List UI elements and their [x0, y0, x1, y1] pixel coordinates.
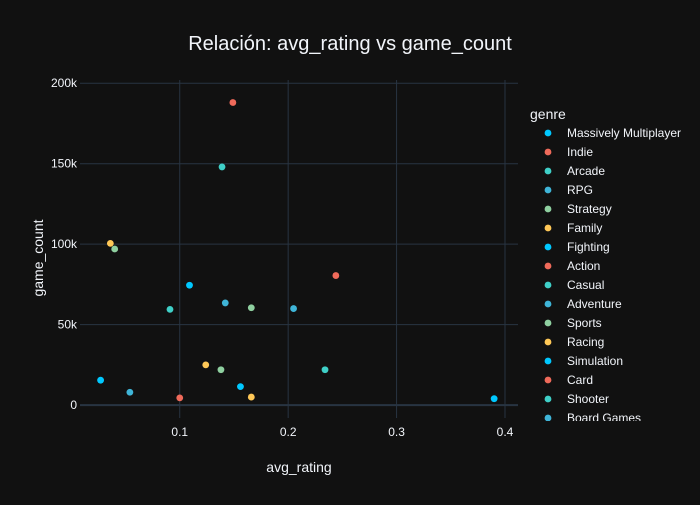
data-point[interactable] [217, 366, 225, 374]
y-axis-ticks: 0 50k 100k 150k 200k [51, 76, 78, 412]
legend-item-label[interactable]: Massively Multiplayer [567, 126, 681, 140]
grid-layer [80, 80, 518, 418]
legend-item-label[interactable]: RPG [567, 183, 593, 197]
data-point[interactable] [221, 299, 229, 307]
data-point[interactable] [202, 361, 210, 369]
legend-item-label[interactable]: Adventure [567, 297, 622, 311]
data-point[interactable] [97, 376, 104, 384]
x-tick-label: 0.3 [388, 425, 405, 439]
x-axis-ticks: 0.1 0.2 0.3 0.4 [171, 425, 513, 439]
x-axis-title: avg_rating [266, 459, 331, 475]
legend-item-label[interactable]: Shooter [567, 392, 609, 406]
x-tick-label: 0.2 [280, 425, 297, 439]
legend-marker[interactable] [544, 395, 552, 403]
y-tick-label: 100k [51, 237, 78, 251]
data-point[interactable] [166, 305, 174, 313]
data-point[interactable] [321, 366, 329, 374]
y-tick-label: 150k [51, 157, 78, 171]
data-point[interactable] [247, 304, 255, 312]
legend-item-label[interactable]: Arcade [567, 164, 605, 178]
legend-marker[interactable] [544, 338, 552, 346]
data-point[interactable] [126, 388, 134, 396]
legend-marker[interactable] [544, 205, 552, 213]
legend-marker[interactable] [544, 186, 552, 194]
legend-marker[interactable] [544, 224, 552, 232]
data-point[interactable] [176, 394, 184, 402]
legend-marker[interactable] [544, 376, 552, 384]
legend-item-label[interactable]: Board Games [567, 411, 641, 425]
y-tick-label: 50k [58, 318, 78, 332]
y-axis-title: game_count [30, 219, 46, 296]
legend-title: genre [530, 106, 566, 122]
data-point[interactable] [218, 163, 226, 171]
data-point[interactable] [111, 245, 119, 253]
y-tick-label: 0 [70, 398, 77, 412]
data-point[interactable] [490, 395, 498, 403]
legend-item-label[interactable]: Indie [567, 145, 593, 159]
legend-marker[interactable] [544, 167, 552, 175]
legend-marker[interactable] [544, 357, 552, 365]
legend-marker[interactable] [544, 129, 552, 137]
data-point[interactable] [247, 393, 255, 401]
legend-item-label[interactable]: Simulation [567, 354, 623, 368]
legend-marker[interactable] [544, 414, 552, 422]
legend-marker[interactable] [544, 319, 552, 327]
data-point[interactable] [332, 272, 340, 279]
y-tick-label: 200k [51, 76, 78, 90]
data-point[interactable] [229, 99, 237, 106]
legend-item-label[interactable]: Action [567, 259, 600, 273]
legend-item-label[interactable]: Racing [567, 335, 604, 349]
data-point[interactable] [237, 383, 244, 391]
legend-marker[interactable] [544, 243, 552, 251]
legend-item-label[interactable]: Casual [567, 278, 604, 292]
legend-marker[interactable] [544, 281, 552, 289]
data-point[interactable] [106, 239, 114, 247]
legend-items: Massively Multiplayer Indie Arcade RPG Strat… [544, 126, 681, 425]
legend-marker[interactable] [544, 262, 552, 270]
chart-title: Relación: avg_rating vs game_count [188, 33, 512, 55]
legend-marker[interactable] [544, 148, 552, 156]
legend-marker[interactable] [544, 300, 552, 308]
data-point[interactable] [186, 281, 193, 289]
legend: genre Massively Multiplayer Indie Arcade RP… [530, 106, 681, 425]
data-points [97, 99, 498, 403]
x-tick-label: 0.4 [497, 425, 514, 439]
x-tick-label: 0.1 [171, 425, 188, 439]
legend-item-label[interactable]: Card [567, 373, 593, 387]
legend-item-label[interactable]: Family [567, 221, 602, 235]
legend-item-label[interactable]: Strategy [567, 202, 612, 216]
legend-item-label[interactable]: Fighting [567, 240, 610, 254]
legend-item-label[interactable]: Sports [567, 316, 602, 330]
data-point[interactable] [290, 305, 297, 312]
